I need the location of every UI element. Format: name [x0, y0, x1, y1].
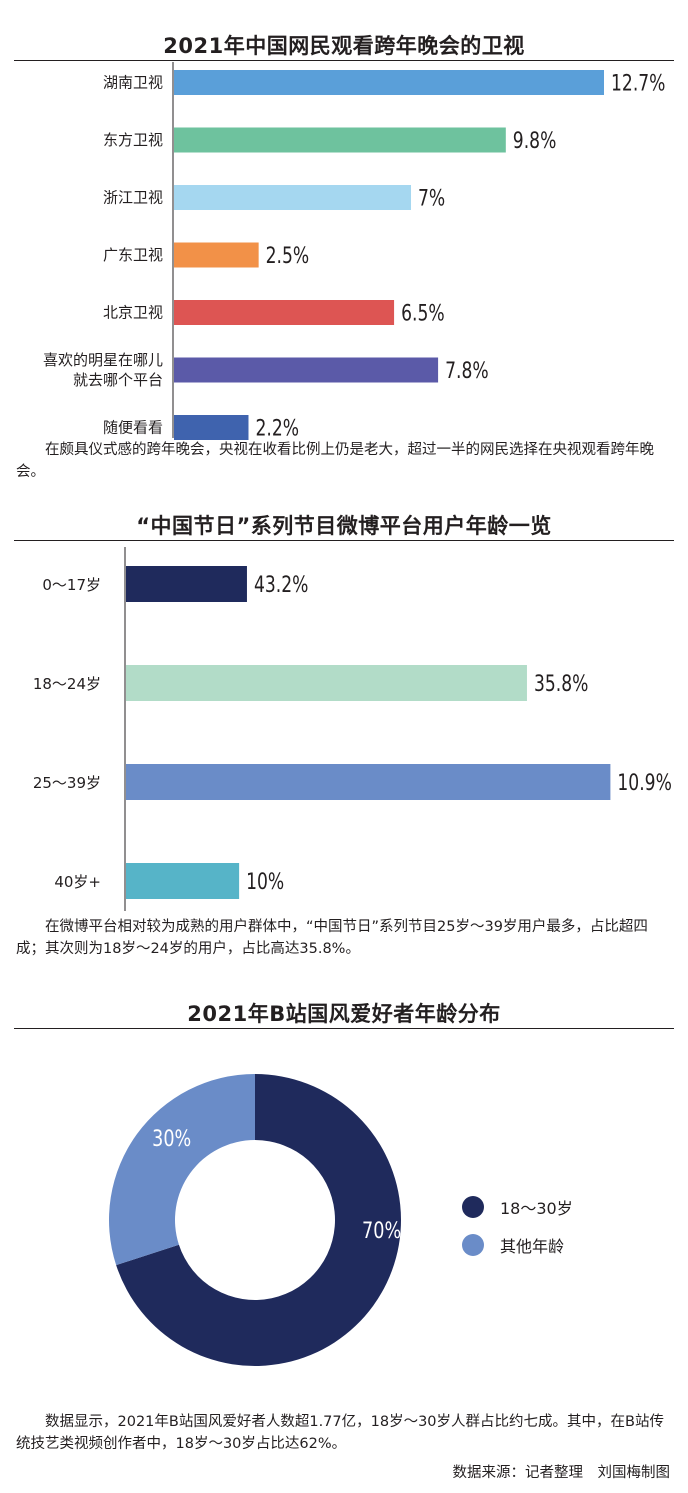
chart1-rule	[14, 60, 674, 61]
chart1-category-label: 就去哪个平台	[73, 371, 163, 389]
chart2-bar	[126, 764, 611, 800]
chart3-slice-label: 70%	[362, 1218, 401, 1243]
legend-item-18-30: 18～30岁	[462, 1195, 573, 1219]
chart1-title: 2021年中国网民观看跨年晚会的卫视	[163, 34, 525, 58]
chart2-title: “中国节日”系列节目微博平台用户年龄一览	[136, 514, 552, 538]
chart2-bar	[126, 665, 527, 701]
chart1-bar	[174, 415, 249, 440]
chart2-value-label: 43.2%	[254, 572, 308, 598]
chart1-bar	[174, 185, 412, 210]
chart1-value-label: 9.8%	[513, 128, 557, 154]
chart1-value-label: 2.2%	[255, 415, 299, 441]
chart1-bar	[174, 300, 395, 325]
legend-label-other: 其他年龄	[500, 1237, 565, 1256]
chart3-slice-label: 30%	[152, 1126, 191, 1151]
chart2-value-label: 10%	[246, 869, 284, 895]
chart2-category-label: 0～17岁	[42, 576, 101, 594]
chart1-category-label: 东方卫视	[103, 131, 163, 149]
chart1-bar	[174, 127, 506, 153]
chart3-caption: 数据显示，2021年B站国风爱好者人数超1.77亿，18岁～30岁人群占比约七成…	[16, 1414, 664, 1452]
legend-swatch-other	[462, 1234, 484, 1256]
chart1-category-label: 浙江卫视	[103, 189, 163, 207]
chart1-value-label: 2.5%	[266, 243, 310, 269]
chart1-category-label: 广东卫视	[103, 246, 163, 264]
chart1-value-label: 7%	[418, 185, 445, 211]
chart1-bar	[174, 70, 604, 95]
chart1-category-label: 喜欢的明星在哪儿	[43, 351, 163, 369]
chart1-value-label: 7.8%	[445, 358, 489, 384]
chart1-category-label: 随便看看	[103, 419, 163, 437]
data-source: 数据来源：记者整理 刘国梅制图	[452, 1465, 671, 1481]
chart2-svg: 43.2% 0～17岁 35.8% 18～24岁 10.9% 25～39岁 10% 40岁+	[33, 547, 672, 911]
chart1-svg: 12.7% 湖南卫视 9.8% 东方卫视 7% 浙江卫视 2.5% 广东卫视 6.5% 北京卫视 7…	[43, 62, 665, 441]
chart2-category-label: 40岁+	[54, 873, 101, 891]
chart2-bar	[126, 863, 240, 899]
chart3-svg: 70% 30%	[108, 1074, 401, 1366]
chart1-value-label: 6.5%	[401, 300, 445, 326]
chart2-rule	[14, 540, 674, 541]
legend-item-other: 其他年龄	[462, 1233, 573, 1257]
chart1-category-label: 湖南卫视	[103, 74, 163, 92]
chart2-category-label: 18～24岁	[33, 675, 101, 693]
chart1-caption: 在颇具仪式感的跨年晚会，央视在收看比例上仍是老大，超过一半的网民选择在央视观看跨…	[16, 442, 654, 480]
chart3-title: 2021年B站国风爱好者年龄分布	[187, 1002, 501, 1026]
chart3-rule	[14, 1028, 674, 1029]
chart1-bar	[174, 357, 439, 383]
chart1-value-label: 12.7%	[611, 70, 665, 96]
chart2-value-label: 10.9%	[617, 770, 671, 796]
chart1-bar	[174, 242, 259, 268]
chart2-value-label: 35.8%	[534, 671, 588, 697]
chart1-category-label: 北京卫视	[103, 304, 163, 322]
chart3-slice	[116, 1074, 401, 1366]
chart2-category-label: 25～39岁	[33, 774, 101, 792]
chart2-bar	[126, 566, 247, 602]
chart3-legend: 18～30岁 其他年龄	[462, 1195, 573, 1271]
chart2-caption: 在微博平台相对较为成熟的用户群体中，“中国节日”系列节目25岁～39岁用户最多，…	[16, 919, 648, 957]
legend-swatch-18-30	[462, 1196, 484, 1218]
legend-label-18-30: 18～30岁	[500, 1199, 573, 1218]
chart3-slice	[108, 1074, 255, 1266]
